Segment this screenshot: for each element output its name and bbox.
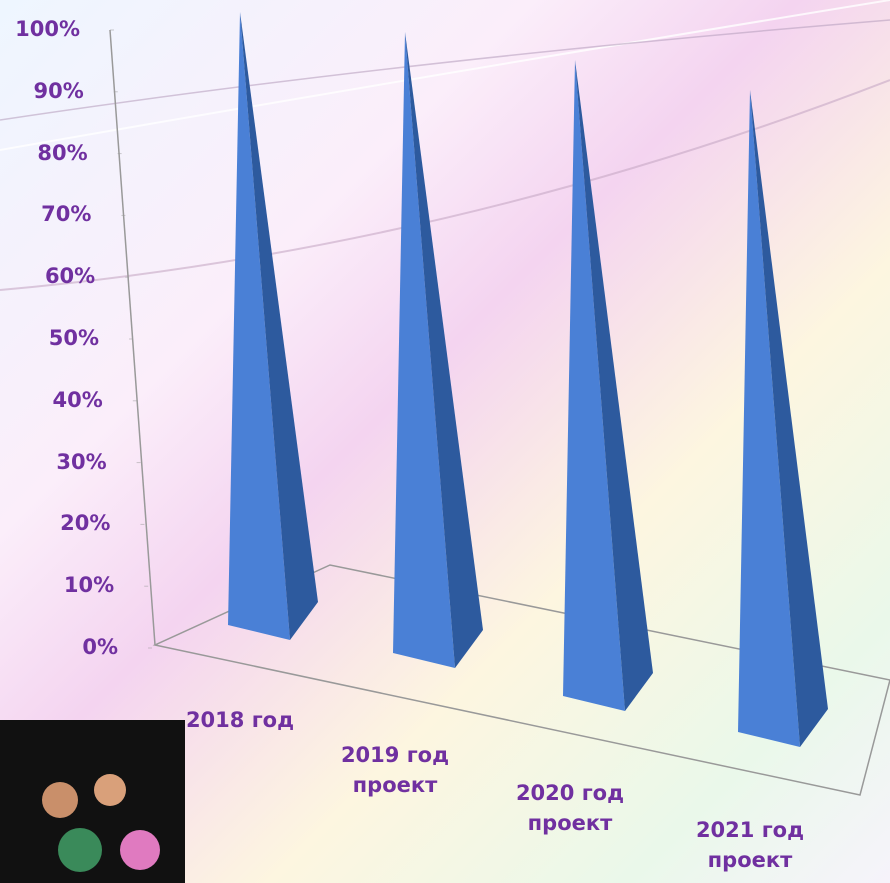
y-tick-label: 90% — [0, 76, 84, 106]
y-tick-label: 0% — [8, 632, 118, 662]
x-tick-label: 2018 год — [175, 705, 305, 735]
y-tick-label: 70% — [0, 199, 91, 229]
x-tick-label: 2021 год проект — [685, 815, 815, 876]
y-tick-label: 80% — [0, 138, 88, 168]
x-tick-label: 2020 год проект — [505, 778, 635, 839]
y-tick-label: 30% — [0, 447, 107, 477]
y-tick-label: 50% — [0, 323, 99, 353]
y-tick-label: 60% — [0, 261, 95, 291]
y-tick-label: 20% — [0, 508, 110, 538]
y-tick-label: 10% — [4, 570, 114, 600]
y-tick-label: 100% — [0, 14, 80, 44]
slide: 0% 10% 20% 30% 40% 50% 60% 70% 80% 90% 100% 2018 го… — [0, 0, 890, 883]
y-tick-label: 40% — [0, 385, 103, 415]
x-tick-label: 2019 год проект — [330, 740, 460, 801]
